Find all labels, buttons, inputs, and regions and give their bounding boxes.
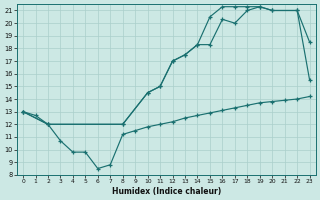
X-axis label: Humidex (Indice chaleur): Humidex (Indice chaleur) [112, 187, 221, 196]
